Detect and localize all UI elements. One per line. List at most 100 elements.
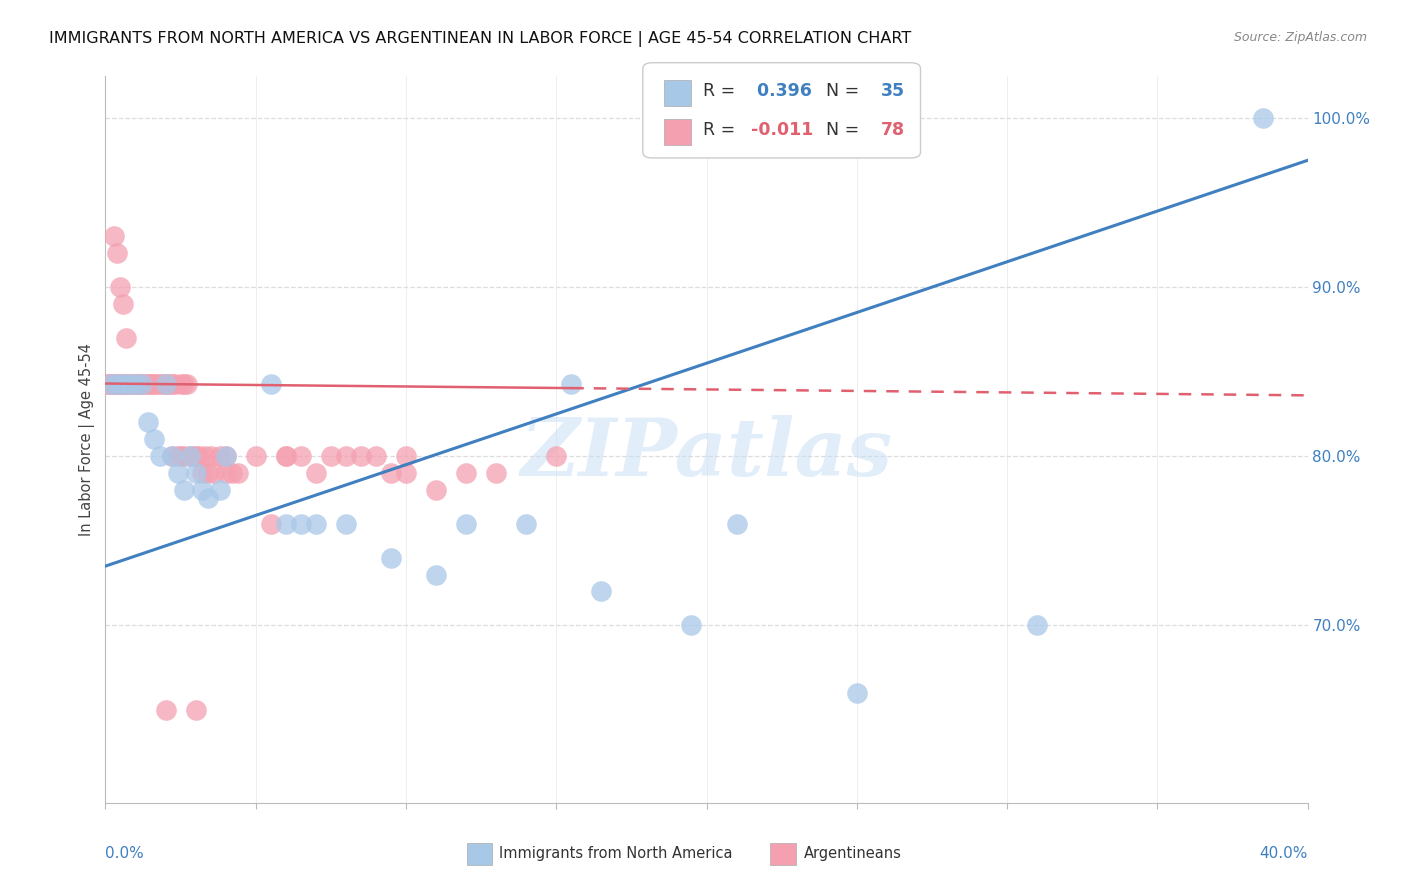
Point (124, 376, 146, 391)
Text: 35: 35 (880, 82, 905, 100)
Point (184, 466, 207, 480)
Point (425, 567, 447, 582)
Point (395, 449, 418, 463)
Text: 40.0%: 40.0% (1260, 847, 1308, 862)
Text: N =: N = (814, 82, 865, 100)
Point (725, 516, 748, 531)
Point (118, 376, 141, 391)
Point (169, 449, 191, 463)
Point (380, 550, 402, 565)
Point (181, 449, 204, 463)
Point (221, 466, 243, 480)
Point (160, 449, 183, 463)
Point (546, 449, 568, 463)
Point (173, 449, 195, 463)
Point (107, 376, 129, 391)
Point (305, 516, 328, 531)
Point (103, 376, 125, 391)
Text: 78: 78 (880, 121, 905, 139)
Point (152, 376, 174, 391)
Point (179, 449, 201, 463)
Point (1026, 618, 1049, 632)
Point (124, 376, 146, 391)
Point (134, 376, 156, 391)
Text: IMMIGRANTS FROM NORTH AMERICA VS ARGENTINEAN IN LABOR FORCE | AGE 45-54 CORRELAT: IMMIGRANTS FROM NORTH AMERICA VS ARGENTI… (49, 31, 911, 47)
Point (335, 516, 357, 531)
Point (335, 449, 357, 463)
Point (124, 376, 146, 391)
Point (425, 483, 447, 497)
Point (157, 376, 180, 391)
Text: Source: ZipAtlas.com: Source: ZipAtlas.com (1233, 31, 1367, 45)
Point (155, 376, 177, 391)
Point (176, 376, 198, 391)
Point (155, 376, 177, 391)
Point (187, 449, 209, 463)
Point (136, 376, 159, 391)
Text: N =: N = (814, 121, 865, 139)
Point (142, 432, 165, 446)
Point (591, 584, 613, 599)
Point (560, 376, 582, 391)
Point (194, 449, 217, 463)
Point (97, 376, 120, 391)
Text: Immigrants from North America: Immigrants from North America (499, 847, 733, 861)
Point (142, 376, 165, 391)
Point (160, 449, 183, 463)
Point (131, 376, 153, 391)
Point (226, 466, 249, 480)
Point (274, 449, 297, 463)
Point (184, 449, 207, 463)
Point (184, 703, 207, 717)
Y-axis label: In Labor Force | Age 45-54: In Labor Force | Age 45-54 (79, 343, 94, 536)
Text: R =: R = (703, 82, 741, 100)
Point (214, 466, 236, 480)
Point (97, 376, 120, 391)
Point (202, 466, 225, 480)
Point (128, 376, 150, 391)
Point (107, 376, 129, 391)
Point (131, 376, 153, 391)
Point (290, 449, 312, 463)
FancyBboxPatch shape (643, 62, 921, 158)
Point (110, 280, 132, 294)
Point (110, 376, 132, 391)
Point (197, 491, 219, 506)
Point (380, 466, 402, 480)
Point (110, 376, 132, 391)
Point (260, 376, 283, 391)
Point (166, 449, 188, 463)
Point (160, 376, 183, 391)
Point (190, 483, 212, 497)
Point (845, 686, 868, 700)
Point (364, 449, 387, 463)
Point (115, 331, 138, 345)
Point (112, 297, 135, 311)
Point (118, 376, 141, 391)
Point (454, 466, 477, 480)
Point (214, 449, 236, 463)
Point (190, 466, 212, 480)
Point (208, 483, 231, 497)
Text: 0.0%: 0.0% (105, 847, 145, 862)
Bar (665, 80, 690, 106)
Point (155, 376, 177, 391)
Point (163, 376, 186, 391)
Point (305, 466, 328, 480)
Point (148, 449, 170, 463)
Point (214, 449, 236, 463)
Point (145, 376, 167, 391)
Point (681, 618, 703, 632)
Point (118, 376, 141, 391)
Point (395, 466, 418, 480)
Point (166, 466, 188, 480)
Point (274, 449, 297, 463)
Point (107, 246, 129, 260)
Point (485, 466, 508, 480)
Point (136, 416, 159, 430)
Point (112, 376, 135, 391)
Point (179, 449, 201, 463)
Point (115, 376, 138, 391)
Point (139, 376, 162, 391)
Point (100, 376, 122, 391)
